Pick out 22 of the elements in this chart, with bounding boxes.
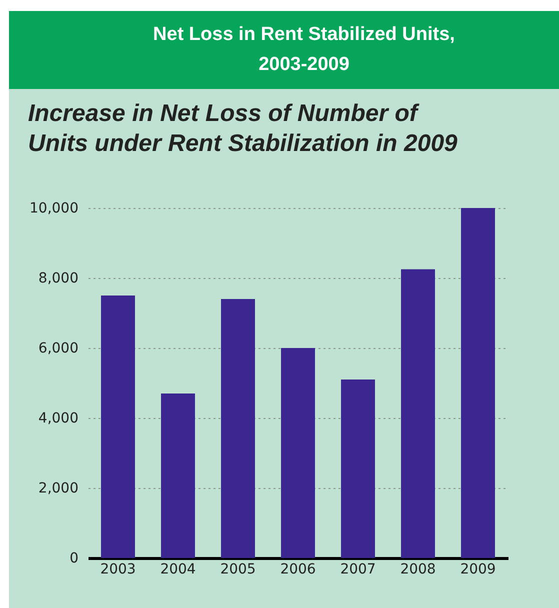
x-tick-label: 2008	[400, 562, 436, 578]
y-tick-label: 4,000	[38, 410, 78, 426]
bar	[401, 269, 435, 558]
chart-title: Net Loss in Rent Stabilized Units, 2003-2009	[9, 11, 559, 89]
bar	[101, 296, 135, 558]
bar	[461, 208, 495, 558]
bar	[341, 380, 375, 558]
x-tick-label: 2003	[100, 562, 136, 578]
bar	[281, 348, 315, 558]
y-tick-label: 2,000	[38, 480, 78, 496]
x-tick-label: 2007	[340, 562, 376, 578]
x-tick-label: 2005	[220, 562, 256, 578]
y-tick-label: 8,000	[38, 270, 78, 286]
y-tick-label: 6,000	[38, 340, 78, 356]
y-tick-label: 10,000	[30, 200, 78, 216]
x-tick-label: 2004	[160, 562, 196, 578]
bar	[221, 299, 255, 558]
x-tick-label: 2009	[460, 562, 496, 578]
bar	[161, 394, 195, 558]
y-tick-label: 0	[70, 550, 78, 566]
chart-subtitle: Increase in Net Loss of Number of Units under Rent Stabilization in 2009	[27, 99, 458, 159]
x-tick-label: 2006	[280, 562, 316, 578]
